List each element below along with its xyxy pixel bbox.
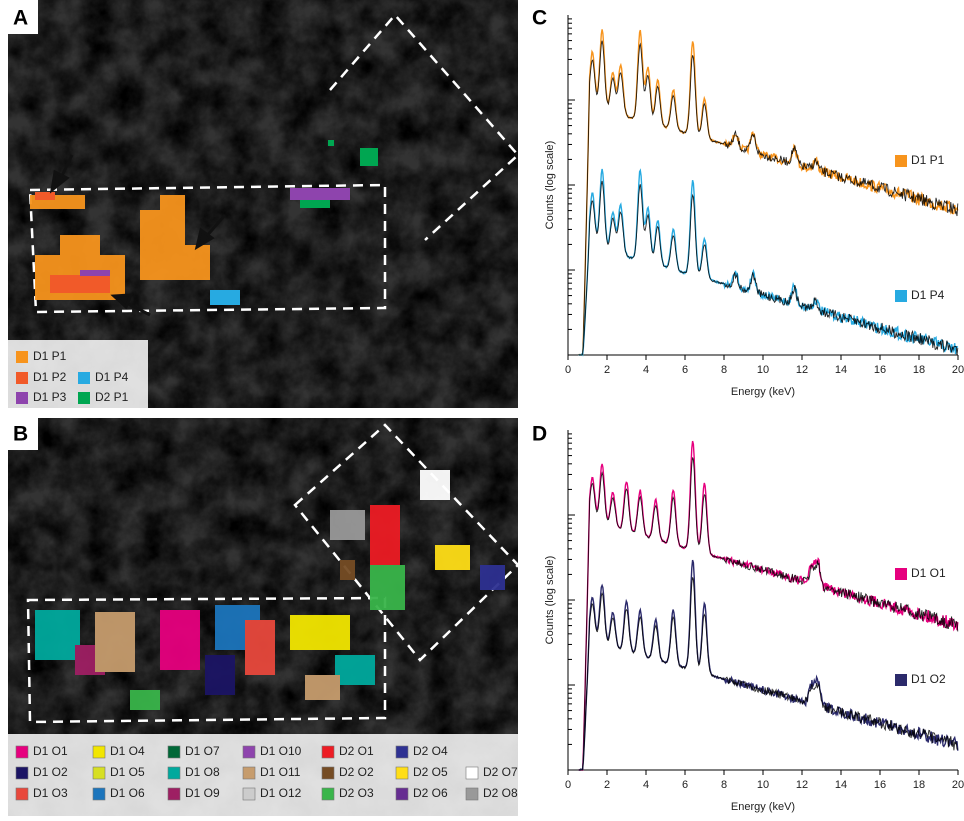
legend-label: D1 O1 — [911, 566, 946, 580]
legend-label: D1 O2 — [33, 765, 68, 779]
x-tick-label: 4 — [643, 364, 649, 376]
legend-label: D2 O2 — [339, 765, 374, 779]
legend-swatch — [16, 746, 28, 758]
legend-swatch — [322, 767, 334, 779]
x-tick-label: 16 — [874, 779, 886, 791]
legend-label: D1 O2 — [911, 672, 946, 686]
x-tick-label: 20 — [952, 364, 964, 376]
legend-label: D2 O3 — [339, 786, 374, 800]
legend-swatch — [93, 788, 105, 800]
legend-swatch — [322, 746, 334, 758]
legend-swatch — [16, 351, 28, 363]
legend-swatch — [895, 290, 907, 302]
legend-swatch — [243, 767, 255, 779]
spectrum — [579, 169, 958, 355]
legend-swatch — [466, 767, 478, 779]
legend-label: D1 P4 — [911, 288, 945, 302]
legend-swatch — [93, 746, 105, 758]
x-tick-label: 4 — [643, 779, 649, 791]
legend-label: D2 P1 — [95, 390, 129, 404]
legend-label: D2 O4 — [413, 744, 448, 758]
x-tick-label: 16 — [874, 364, 886, 376]
legend-label: D1 O3 — [33, 786, 68, 800]
legend-swatch — [396, 746, 408, 758]
legend-swatch — [168, 746, 180, 758]
y-axis-label: Counts (log scale) — [544, 141, 556, 230]
micrograph-a — [8, 0, 518, 408]
legend-label: D1 O12 — [260, 786, 302, 800]
spectrum — [579, 29, 958, 355]
legend-label: D2 O5 — [413, 765, 448, 779]
panel-label: C — [532, 7, 547, 30]
legend-label: D1 O5 — [110, 765, 145, 779]
x-tick-label: 14 — [835, 779, 847, 791]
x-tick-label: 2 — [604, 364, 610, 376]
legend-swatch — [322, 788, 334, 800]
x-tick-label: 8 — [721, 779, 727, 791]
legend-label: D1 O9 — [185, 786, 220, 800]
legend-label: D2 O8 — [483, 786, 518, 800]
x-tick-label: 8 — [721, 364, 727, 376]
legend-swatch — [16, 392, 28, 404]
legend-swatch — [895, 674, 907, 686]
legend-label: D1 P2 — [33, 370, 67, 384]
panel-label: D — [532, 423, 547, 446]
x-tick-label: 20 — [952, 779, 964, 791]
x-tick-label: 6 — [682, 779, 688, 791]
x-tick-label: 14 — [835, 364, 847, 376]
x-axis-label: Energy (keV) — [731, 386, 795, 398]
legend-swatch — [895, 568, 907, 580]
legend-swatch — [243, 788, 255, 800]
spectrum — [579, 181, 958, 355]
legend-swatch — [396, 788, 408, 800]
panel-label: B — [13, 423, 28, 446]
legend-label: D1 P1 — [911, 153, 945, 167]
legend-swatch — [396, 767, 408, 779]
legend-swatch — [78, 392, 90, 404]
panel-label: A — [13, 7, 28, 30]
legend-label: D1 O8 — [185, 765, 220, 779]
legend-label: D1 O10 — [260, 744, 302, 758]
legend-label: D1 O7 — [185, 744, 220, 758]
x-tick-label: 0 — [565, 364, 571, 376]
legend-label: D1 P1 — [33, 349, 67, 363]
legend-label: D1 O1 — [33, 744, 68, 758]
legend-swatch — [243, 746, 255, 758]
legend-swatch — [895, 155, 907, 167]
spectrum — [579, 41, 958, 355]
x-tick-label: 10 — [757, 779, 769, 791]
x-tick-label: 2 — [604, 779, 610, 791]
legend-swatch — [168, 767, 180, 779]
x-tick-label: 18 — [913, 779, 925, 791]
x-tick-label: 10 — [757, 364, 769, 376]
legend-label: D2 O7 — [483, 765, 518, 779]
legend-swatch — [93, 767, 105, 779]
legend-label: D2 O1 — [339, 744, 374, 758]
legend-label: D1 O11 — [260, 765, 301, 779]
legend-label: D1 P4 — [95, 370, 129, 384]
x-tick-label: 6 — [682, 364, 688, 376]
legend-swatch — [168, 788, 180, 800]
figure: A B C D D1 P1 D1 P2 D1 P4 D1 P3 D2 P1 D1 O1 D1… — [0, 0, 964, 816]
legend-label: D1 O4 — [110, 744, 145, 758]
legend-label: D1 O6 — [110, 786, 145, 800]
legend-swatch — [16, 372, 28, 384]
legend-swatch — [78, 372, 90, 384]
x-tick-label: 12 — [796, 364, 808, 376]
x-tick-label: 0 — [565, 779, 571, 791]
x-tick-label: 18 — [913, 364, 925, 376]
legend-swatch — [16, 767, 28, 779]
legend-label: D2 O6 — [413, 786, 448, 800]
legend-swatch — [466, 788, 478, 800]
y-axis-label: Counts (log scale) — [544, 556, 556, 645]
x-tick-label: 12 — [796, 779, 808, 791]
legend-label: D1 P3 — [33, 390, 67, 404]
legend-swatch — [16, 788, 28, 800]
x-axis-label: Energy (keV) — [731, 801, 795, 813]
spectrum — [579, 560, 958, 770]
